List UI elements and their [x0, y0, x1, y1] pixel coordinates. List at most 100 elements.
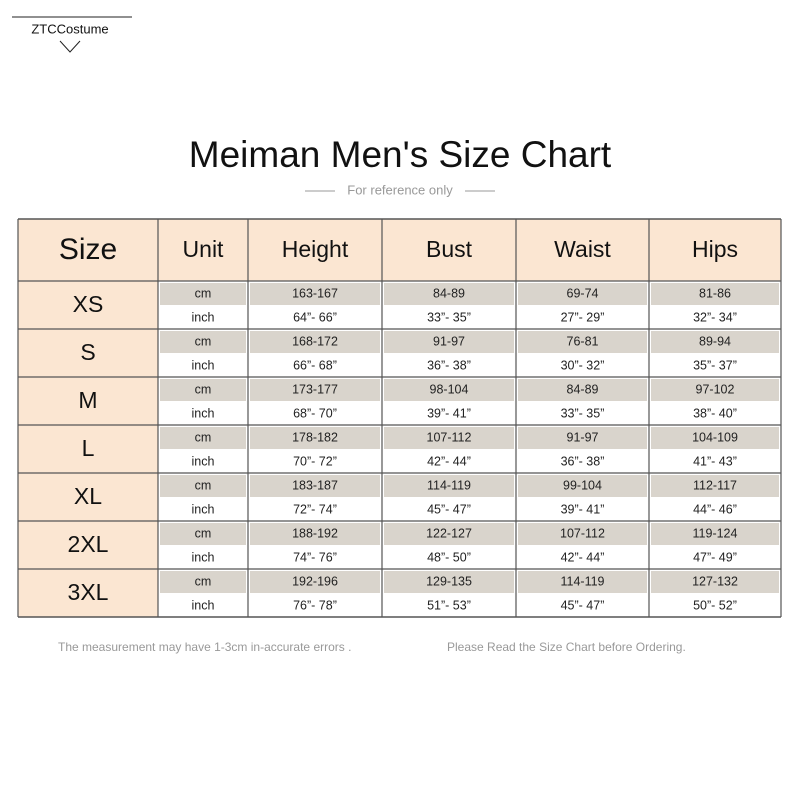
- cell-bg: [384, 475, 514, 497]
- value-cell: 47”- 49”: [693, 550, 737, 564]
- value-cell: 44”- 46”: [693, 502, 737, 516]
- size-cell-bg: [18, 473, 158, 521]
- value-cell: 69-74: [567, 286, 599, 300]
- header-cell: Size: [59, 233, 117, 266]
- cell-bg: [518, 571, 647, 593]
- cell-bg: [250, 475, 380, 497]
- cell-bg: [651, 523, 779, 545]
- value-cell: 36”- 38”: [427, 358, 471, 372]
- unit-cell: inch: [192, 502, 215, 516]
- cell-bg: [518, 475, 647, 497]
- value-cell: 119-124: [693, 526, 738, 540]
- unit-cell: cm: [195, 478, 212, 492]
- header-bg: [18, 219, 781, 281]
- header-cell: Bust: [426, 236, 473, 262]
- value-cell: 33”- 35”: [561, 406, 605, 420]
- value-cell: 39”- 41”: [427, 406, 471, 420]
- value-cell: 127-132: [692, 574, 738, 588]
- value-cell: 45”- 47”: [561, 598, 605, 612]
- cell-bg: [250, 427, 380, 449]
- value-cell: 27”- 29”: [561, 310, 605, 324]
- size-label: XS: [73, 291, 104, 317]
- header-cell: Unit: [183, 236, 225, 262]
- cell-bg: [250, 331, 380, 353]
- size-label: M: [78, 387, 97, 413]
- value-cell: 84-89: [567, 382, 599, 396]
- header-cell: Waist: [554, 236, 611, 262]
- unit-cell: cm: [195, 382, 212, 396]
- brand: ZTCCostume: [31, 21, 108, 36]
- cell-bg: [384, 379, 514, 401]
- cell-bg: [250, 283, 380, 305]
- cell-bg: [384, 523, 514, 545]
- value-cell: 114-119: [560, 574, 604, 588]
- cell-bg: [651, 331, 779, 353]
- unit-cell: inch: [192, 550, 215, 564]
- cell-bg: [651, 571, 779, 593]
- cell-bg: [250, 523, 380, 545]
- cell-bg: [160, 523, 246, 545]
- value-cell: 68”- 70”: [293, 406, 337, 420]
- value-cell: 30”- 32”: [561, 358, 605, 372]
- value-cell: 66”- 68”: [293, 358, 337, 372]
- unit-cell: cm: [195, 526, 212, 540]
- value-cell: 107-112: [560, 526, 605, 540]
- value-cell: 168-172: [292, 334, 338, 348]
- value-cell: 183-187: [292, 478, 338, 492]
- unit-cell: inch: [192, 406, 215, 420]
- value-cell: 41”- 43”: [693, 454, 737, 468]
- value-cell: 107-112: [427, 430, 472, 444]
- subtitle: For reference only: [347, 182, 453, 197]
- logo-mark: [59, 40, 81, 53]
- value-cell: 89-94: [699, 334, 731, 348]
- cell-bg: [651, 283, 779, 305]
- cell-bg: [518, 379, 647, 401]
- size-cell-bg: [18, 281, 158, 329]
- size-cell-bg: [18, 521, 158, 569]
- title: Meiman Men's Size Chart: [189, 134, 612, 175]
- cell-bg: [384, 427, 514, 449]
- value-cell: 64”- 66”: [293, 310, 337, 324]
- footer-note: Please Read the Size Chart before Orderi…: [447, 640, 686, 654]
- value-cell: 163-167: [292, 286, 338, 300]
- value-cell: 192-196: [292, 574, 338, 588]
- unit-cell: cm: [195, 574, 212, 588]
- value-cell: 188-192: [292, 526, 338, 540]
- value-cell: 51”- 53”: [427, 598, 471, 612]
- size-label: S: [80, 339, 95, 365]
- value-cell: 76-81: [567, 334, 599, 348]
- cell-bg: [160, 283, 246, 305]
- value-cell: 76”- 78”: [293, 598, 337, 612]
- size-cell-bg: [18, 425, 158, 473]
- value-cell: 99-104: [563, 478, 602, 492]
- value-cell: 173-177: [292, 382, 338, 396]
- cell-bg: [651, 427, 779, 449]
- value-cell: 70”- 72”: [293, 454, 337, 468]
- value-cell: 104-109: [692, 430, 738, 444]
- cell-bg: [160, 379, 246, 401]
- footer-note: The measurement may have 1-3cm in-accura…: [58, 640, 351, 654]
- value-cell: 38”- 40”: [693, 406, 737, 420]
- value-cell: 114-119: [427, 478, 471, 492]
- value-cell: 74”- 76”: [293, 550, 337, 564]
- size-label: 3XL: [68, 579, 109, 605]
- cell-bg: [651, 475, 779, 497]
- size-cell-bg: [18, 377, 158, 425]
- value-cell: 72”- 74”: [293, 502, 337, 516]
- cell-bg: [518, 523, 647, 545]
- value-cell: 97-102: [696, 382, 735, 396]
- size-label: L: [82, 435, 95, 461]
- cell-bg: [518, 283, 647, 305]
- size-cell-bg: [18, 329, 158, 377]
- size-label: XL: [74, 483, 102, 509]
- cell-bg: [160, 427, 246, 449]
- size-label: 2XL: [68, 531, 109, 557]
- cell-bg: [160, 331, 246, 353]
- cell-bg: [651, 379, 779, 401]
- value-cell: 42”- 44”: [427, 454, 471, 468]
- cell-bg: [518, 427, 647, 449]
- size-cell-bg: [18, 569, 158, 617]
- value-cell: 98-104: [430, 382, 469, 396]
- value-cell: 178-182: [292, 430, 338, 444]
